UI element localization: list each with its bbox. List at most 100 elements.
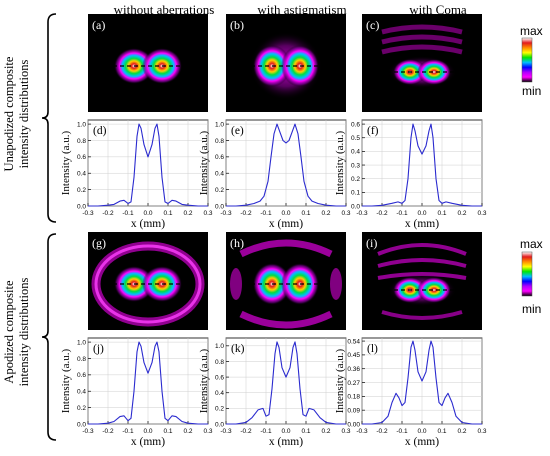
bracket-bottom: [41, 233, 57, 441]
x-tick-label: 0.3: [203, 210, 212, 217]
side-left: [230, 268, 242, 300]
series-line: [88, 341, 208, 425]
colorbar-top-max: max: [520, 24, 543, 38]
column-title-1: without aberrations: [113, 2, 215, 17]
x-tick-label: 0.2: [457, 210, 466, 217]
y-tick-label: 0.2: [215, 406, 224, 413]
column-title-2: with astigmatism: [257, 2, 347, 17]
intensity-map: (b): [226, 14, 346, 112]
y-tick-label: 0.6: [351, 121, 360, 128]
bracket-top: [41, 13, 57, 223]
intensity-map: (h): [226, 232, 346, 330]
line-chart: -0.3 -0.2 -0.1 0.0 0.1 0.2 0.30.00.20.40.60.81…: [60, 337, 213, 448]
x-tick-label: -0.1: [396, 210, 408, 217]
panel-label: (d): [93, 125, 107, 137]
y-tick-label: 1.0: [77, 121, 86, 128]
x-tick-label: 0.3: [341, 428, 350, 435]
y-axis-label: Intensity (a.u.): [198, 130, 210, 195]
y-tick-label: 0.3: [351, 162, 360, 169]
y-tick-label: 0.4: [77, 389, 86, 396]
y-tick-label: 0.2: [351, 176, 360, 183]
y-tick-label: 0.2: [215, 187, 224, 194]
x-tick-label: -0.2: [102, 428, 114, 435]
column-title-3: with Coma: [409, 2, 467, 17]
x-tick-label: -0.2: [376, 428, 388, 435]
x-tick-label: -0.1: [122, 210, 134, 217]
y-axis-label: Intensity (a.u.): [334, 130, 346, 195]
line-chart: -0.3 -0.2 -0.1 0.0 0.1 0.2 0.30.00.20.40.60.81…: [198, 337, 351, 448]
y-tick-label: 1.0: [215, 121, 224, 128]
y-tick-label: 0.4: [351, 149, 360, 156]
y-tick-label: 0.0: [77, 203, 86, 210]
line-chart: -0.3 -0.2 -0.1 0.0 0.1 0.2 0.30.00.20.40.60.81…: [60, 119, 213, 230]
y-tick-label: 0.4: [77, 171, 86, 178]
x-tick-label: 0.3: [203, 428, 212, 435]
coma-arc-1: [377, 258, 467, 268]
side-right: [330, 268, 342, 300]
panel-label: (h): [230, 236, 244, 250]
panel-label: (c): [366, 18, 379, 32]
panel-label: (f): [367, 125, 379, 137]
series-line: [362, 123, 482, 207]
colorbar-bottom-min: min: [522, 302, 542, 316]
x-axis-label: x (mm): [405, 436, 439, 448]
y-tick-label: 0.0: [351, 203, 360, 210]
x-tick-label: 0.2: [457, 428, 466, 435]
line-chart: -0.3 -0.2 -0.1 0.0 0.1 0.2 0.30.000.090.180.27…: [334, 337, 487, 448]
y-tick-label: 0.18: [347, 394, 360, 401]
x-tick-label: -0.1: [260, 428, 272, 435]
y-tick-label: 0.6: [215, 374, 224, 381]
y-tick-label: 0.36: [347, 366, 360, 373]
y-tick-label: 0.4: [215, 390, 224, 397]
x-tick-label: 0.3: [477, 428, 486, 435]
y-tick-label: 0.2: [77, 405, 86, 412]
y-tick-label: 0.0: [215, 421, 224, 428]
y-tick-label: 0.8: [77, 138, 86, 145]
x-tick-label: -0.1: [122, 428, 134, 435]
intensity-map: (c): [362, 14, 482, 112]
colorbar-top-min: min: [522, 84, 542, 98]
x-tick-label: -0.2: [240, 210, 252, 217]
x-tick-label: 0.3: [341, 210, 350, 217]
x-tick-label: 0.2: [321, 210, 330, 217]
y-tick-label: 0.45: [347, 352, 360, 359]
x-tick-label: 0.3: [477, 210, 486, 217]
y-axis-label: Intensity (a.u.): [60, 130, 72, 195]
y-tick-label: 0.0: [77, 421, 86, 428]
x-tick-label: 0.0: [417, 428, 426, 435]
colorbar-top: [521, 37, 533, 83]
y-axis-label: Intensity (a.u.): [334, 348, 346, 413]
arc-bottom: [239, 310, 333, 329]
coma-arc-2: [381, 44, 463, 55]
series-line: [362, 340, 482, 425]
x-tick-label: 0.1: [437, 210, 446, 217]
y-tick-label: 0.6: [215, 154, 224, 161]
intensity-map: (a): [88, 14, 208, 112]
x-tick-label: -0.3: [82, 210, 94, 217]
y-axis-label: Intensity (a.u.): [198, 348, 210, 413]
y-tick-label: 0.8: [215, 359, 224, 366]
y-tick-label: 0.6: [77, 154, 86, 161]
intensity-map: (g): [88, 232, 208, 330]
y-tick-label: 1.0: [215, 343, 224, 350]
coma-arc-bottom: [381, 310, 463, 320]
series-line: [226, 341, 346, 425]
coma-arc-0: [377, 243, 467, 256]
y-tick-label: 0.8: [77, 356, 86, 363]
panel-label: (j): [93, 343, 104, 355]
colorbar-bottom-max: max: [520, 237, 543, 251]
colorbar-bottom: [521, 251, 533, 297]
x-tick-label: -0.1: [396, 428, 408, 435]
x-tick-label: 0.1: [301, 210, 310, 217]
x-tick-label: 0.0: [417, 210, 426, 217]
x-tick-label: 0.1: [163, 210, 172, 217]
line-chart: -0.3 -0.2 -0.1 0.0 0.1 0.2 0.30.00.20.40.60.81…: [198, 119, 351, 230]
y-axis-label: Intensity (a.u.): [60, 348, 72, 413]
panel-label: (l): [367, 343, 378, 355]
outer-ring-core: [94, 244, 202, 324]
x-axis-label: x (mm): [131, 436, 165, 448]
y-tick-label: 1.0: [77, 339, 86, 346]
x-axis-label: x (mm): [131, 218, 165, 230]
arc-top: [239, 239, 333, 258]
